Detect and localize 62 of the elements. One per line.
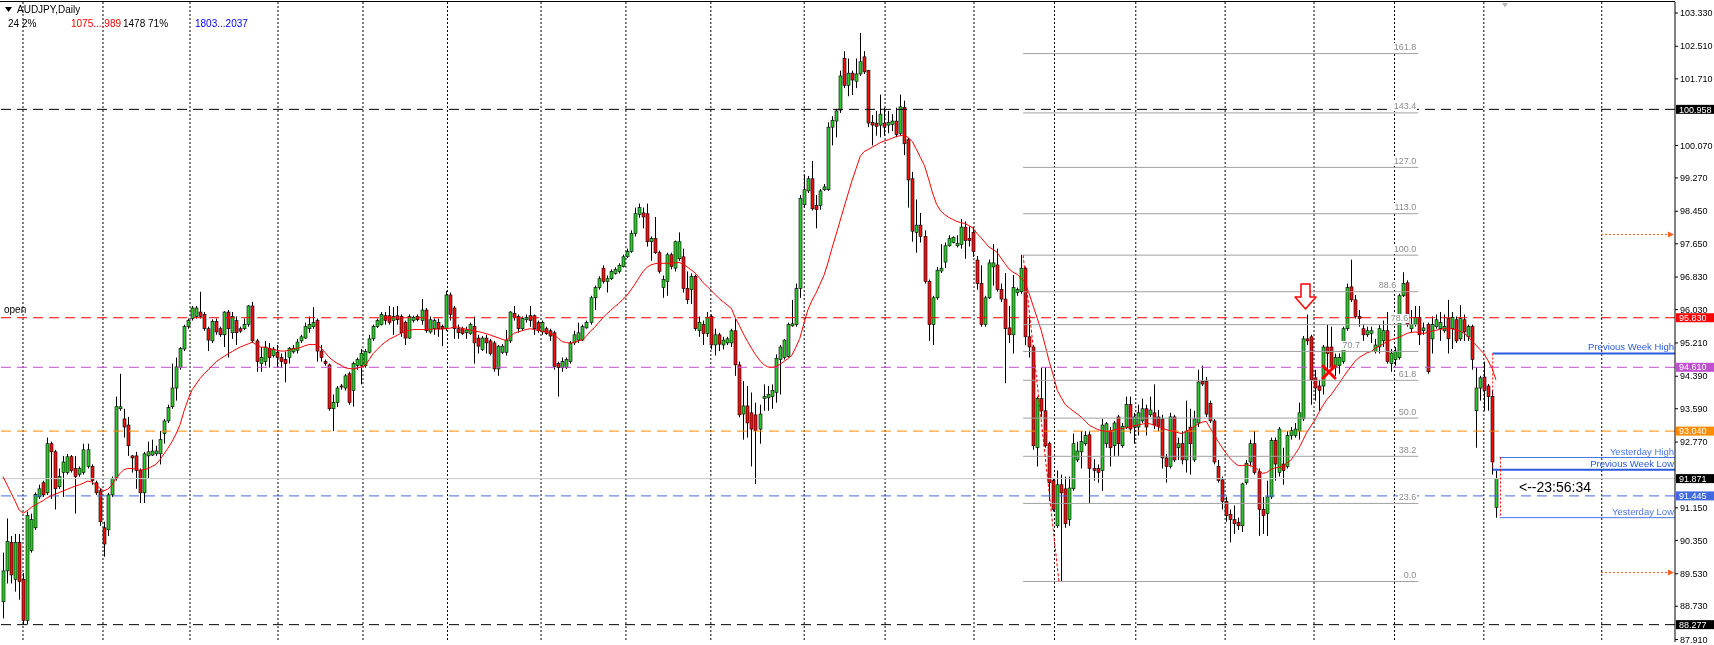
y-tick-label: 99.270	[1680, 173, 1708, 184]
annotation: 1478 71%	[123, 18, 169, 29]
y-tick-label: 103.330	[1680, 8, 1713, 19]
y-tick-label: 91.150	[1680, 503, 1708, 514]
candlestick	[1450, 311, 1455, 350]
y-tick-label: 94.390	[1680, 371, 1708, 382]
annotation: 24 2%	[8, 18, 37, 29]
annotation: 88.6	[1377, 280, 1398, 291]
candlestick	[61, 455, 66, 498]
annotation: 127.0	[1392, 155, 1418, 166]
candlestick	[701, 320, 706, 346]
ref-line-label: 88.277	[1679, 619, 1707, 630]
y-tick-label: 88.730	[1680, 601, 1708, 612]
y-tick-label: 102.510	[1680, 41, 1713, 52]
annotation: 1075....989	[71, 18, 122, 29]
annotation: 0.0	[1402, 569, 1418, 580]
candlestick	[1180, 430, 1185, 465]
annotation: 161.8	[1392, 42, 1418, 53]
y-tick-label: 90.350	[1680, 535, 1708, 546]
candlestick	[1474, 367, 1479, 449]
chart-title: AUDJPY,Daily	[17, 4, 81, 15]
annotation: 50.0	[1397, 406, 1418, 417]
candlestick	[967, 225, 972, 248]
annotation: 61.8	[1397, 368, 1418, 379]
candlestick	[391, 306, 396, 336]
ref-line-label: 91.871	[1679, 473, 1707, 484]
candlestick	[846, 57, 851, 97]
annotation: open	[4, 303, 27, 315]
ref-line-label: 95.830	[1679, 312, 1707, 323]
y-tick-label: 92.770	[1680, 437, 1708, 448]
y-tick-label: 93.590	[1680, 403, 1708, 414]
candlestick	[963, 220, 968, 260]
ref-line-label: 94.610	[1679, 362, 1707, 373]
y-tick-label: 97.650	[1680, 238, 1708, 249]
ref-line-label: Yesterday Low	[1612, 505, 1675, 517]
ref-line-label: 93.040	[1679, 426, 1707, 437]
candlestick	[1458, 304, 1463, 342]
candlestick	[766, 385, 771, 412]
annotation: 100.0	[1392, 243, 1418, 254]
ref-line-label: Previous Week Low	[1590, 457, 1675, 469]
y-tick-label: 87.910	[1680, 634, 1708, 645]
y-tick-label: 96.030	[1680, 304, 1708, 315]
candlestick	[762, 383, 767, 412]
annotation: 78.6	[1389, 313, 1410, 324]
annotation: 1803...2037	[195, 18, 248, 29]
ref-line-label: 91.445	[1679, 491, 1707, 502]
y-tick-label: 100.070	[1680, 140, 1713, 151]
candlestick	[1446, 299, 1451, 354]
y-tick-label: 95.210	[1680, 338, 1708, 349]
annotation: 113.0	[1393, 202, 1418, 213]
candlestick	[226, 309, 231, 359]
ref-line-label: Yesterday High	[1609, 445, 1674, 457]
annotation: 38.2	[1397, 444, 1418, 455]
annotation: 23.6	[1397, 491, 1418, 502]
annotation: 70.7	[1341, 339, 1361, 350]
y-tick-label: 96.830	[1680, 272, 1708, 283]
y-tick-label: 98.450	[1680, 206, 1708, 217]
ref-line-label: Previous Week High	[1588, 341, 1674, 353]
y-tick-label: 89.530	[1680, 568, 1708, 579]
annotation: 143.4	[1392, 101, 1418, 112]
y-tick-label: 101.710	[1680, 74, 1713, 84]
text: <--23:56:34	[1519, 479, 1591, 495]
